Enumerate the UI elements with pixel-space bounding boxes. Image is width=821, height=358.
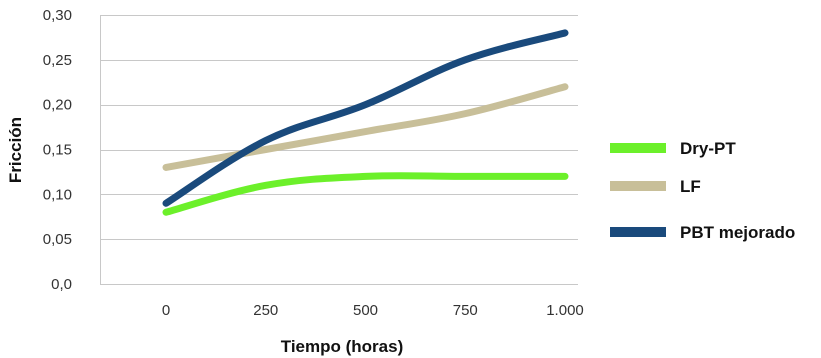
- legend: Dry-PT LF PBT mejorado: [610, 139, 795, 242]
- legend-label-dry-pt: Dry-PT: [680, 139, 736, 158]
- legend-swatch-lf: [610, 181, 666, 191]
- y-tick-labels: 0,0 0,05 0,10 0,15 0,20 0,25 0,30: [43, 7, 72, 293]
- series-line-pbt-mejorado: [162, 29, 569, 207]
- x-tick-label: 750: [453, 302, 478, 319]
- legend-swatch-dry-pt: [610, 143, 666, 153]
- y-tick-label: 0,15: [43, 142, 72, 159]
- y-tick-label: 0,10: [43, 186, 72, 203]
- x-tick-label: 250: [253, 302, 278, 319]
- x-tick-labels: 0 250 500 750 1.000: [162, 302, 584, 319]
- y-tick-label: 0,0: [51, 276, 72, 293]
- gridlines: [100, 15, 578, 285]
- legend-label-pbt-mejorado: PBT mejorado: [680, 223, 795, 242]
- y-tick-label: 0,25: [43, 52, 72, 69]
- y-axis-title: Fricción: [6, 117, 25, 183]
- x-tick-label: 0: [162, 302, 170, 319]
- x-axis-title: Tiempo (horas): [281, 337, 403, 356]
- y-tick-label: 0,20: [43, 97, 72, 114]
- series-line-dry-pt: [162, 172, 569, 216]
- x-tick-label: 500: [353, 302, 378, 319]
- series-lines: [162, 29, 569, 216]
- legend-swatch-pbt-mejorado: [610, 227, 666, 237]
- y-tick-label: 0,05: [43, 231, 72, 248]
- legend-label-lf: LF: [680, 177, 701, 196]
- y-tick-label: 0,30: [43, 7, 72, 24]
- series-line-lf: [162, 83, 569, 171]
- x-tick-label: 1.000: [546, 302, 584, 319]
